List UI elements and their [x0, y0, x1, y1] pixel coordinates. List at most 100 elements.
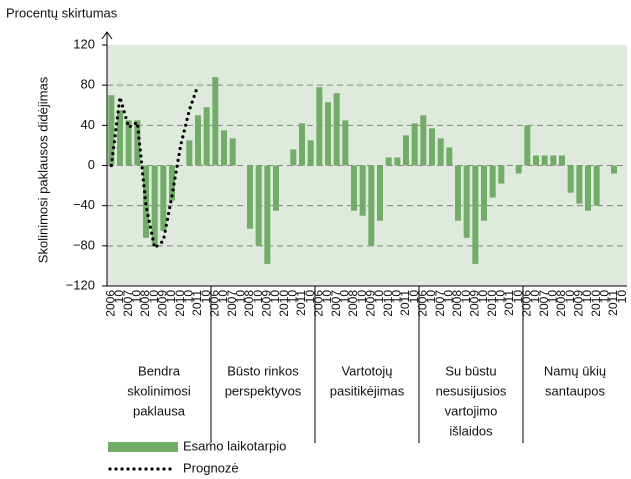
x-tick-label: 10	[511, 290, 525, 304]
bar	[316, 87, 323, 166]
x-tick-label: 10	[130, 290, 144, 304]
y-tick-label: 40	[81, 117, 95, 132]
x-tick-label: 2008	[242, 290, 256, 317]
group-label: nesusijusios	[436, 383, 507, 398]
bar	[325, 102, 331, 166]
x-tick-label: 10	[234, 290, 248, 304]
x-tick-label: 10	[528, 290, 542, 304]
x-tick-label: 2010	[381, 290, 395, 317]
bar	[290, 149, 297, 166]
bar	[307, 140, 314, 166]
x-tick-label: 2011	[398, 290, 412, 316]
bar	[195, 115, 201, 166]
bar	[221, 130, 227, 166]
x-tick-label: 2007	[329, 290, 343, 317]
bar	[160, 165, 167, 231]
x-tick-label: 10	[476, 290, 490, 304]
y-axis-arrow	[101, 31, 113, 40]
bar	[212, 77, 219, 166]
bar	[299, 123, 305, 166]
bar	[420, 115, 427, 166]
x-tick-label: 10	[199, 290, 213, 304]
bar	[429, 128, 435, 166]
bar	[229, 138, 236, 166]
x-tick-label: 2007	[121, 290, 135, 317]
bar	[264, 165, 271, 264]
bar	[524, 125, 531, 166]
x-tick-label: 2010	[589, 290, 603, 317]
group-label: Bendra	[138, 363, 181, 378]
x-tick-label: 2009	[572, 290, 586, 317]
y-axis-label: Skolinimosi paklausos didėjimas	[35, 76, 50, 263]
bar	[472, 165, 479, 264]
x-tick-label: 10	[494, 290, 508, 304]
y-tick-label: −40	[73, 197, 95, 212]
bar	[541, 155, 548, 166]
bar	[273, 165, 279, 211]
bar	[255, 165, 262, 246]
bar	[125, 120, 132, 166]
x-tick-label: 2011	[294, 290, 308, 316]
bar	[359, 165, 366, 216]
x-tick-label: 10	[407, 290, 421, 304]
bar	[368, 165, 375, 246]
x-tick-label: 10	[390, 290, 404, 304]
x-tick-label: 10	[442, 290, 456, 304]
x-tick-label: 10	[598, 290, 612, 304]
x-tick-label: 2011	[606, 290, 620, 316]
y-tick-label: −120	[66, 277, 95, 292]
bar	[559, 155, 565, 166]
bar	[585, 165, 591, 211]
bar	[134, 120, 141, 166]
bar	[247, 165, 253, 229]
x-tick-label: 10	[112, 290, 126, 304]
group-label: pasitikėjimas	[330, 383, 405, 398]
bar	[143, 165, 149, 238]
group-label: išlaidos	[449, 423, 493, 438]
bar	[550, 155, 557, 166]
y-tick-label: 80	[81, 77, 95, 92]
x-tick-label: 10	[580, 290, 594, 304]
bar	[203, 107, 210, 166]
bar	[576, 165, 583, 204]
bar	[463, 165, 470, 238]
x-tick-label: 2010	[485, 290, 499, 317]
bar	[351, 165, 357, 211]
x-tick-label: 2009	[156, 290, 170, 317]
x-tick-label: 2008	[346, 290, 360, 317]
x-tick-label: 10	[615, 290, 629, 304]
x-tick-label: 10	[147, 290, 161, 304]
group-label: vartojimo	[445, 403, 498, 418]
x-tick-label: 10	[546, 290, 560, 304]
x-tick-label: 10	[286, 290, 300, 304]
group-label: Vartotojų	[341, 363, 392, 378]
bar	[481, 165, 487, 221]
bar	[498, 165, 505, 184]
bar	[403, 135, 409, 166]
bar	[437, 138, 444, 166]
bar	[108, 95, 115, 166]
group-label: santaupos	[545, 383, 605, 398]
x-tick-label: 2008	[554, 290, 568, 317]
legend-label: Prognozė	[183, 460, 239, 475]
legend-label: Esamo laikotarpio	[183, 438, 286, 453]
x-tick-label: 2007	[537, 290, 551, 317]
x-tick-label: 2009	[364, 290, 378, 317]
x-tick-label: 2007	[433, 290, 447, 317]
x-tick-label: 2011	[190, 290, 204, 316]
x-tick-label: 2010	[173, 290, 187, 317]
forecast-line	[109, 83, 200, 250]
bar	[151, 165, 158, 244]
bar	[533, 155, 539, 166]
group-label: Namų ūkių	[544, 363, 606, 378]
x-tick-label: 10	[338, 290, 352, 304]
bar	[446, 147, 453, 166]
x-tick-label: 2007	[225, 290, 239, 317]
group-label: Su būstu	[445, 363, 496, 378]
x-tick-label: 10	[459, 290, 473, 304]
x-tick-label: 2009	[468, 290, 482, 317]
x-tick-label: 2008	[138, 290, 152, 317]
bar	[515, 165, 522, 174]
group-label: perspektyvos	[225, 383, 302, 398]
